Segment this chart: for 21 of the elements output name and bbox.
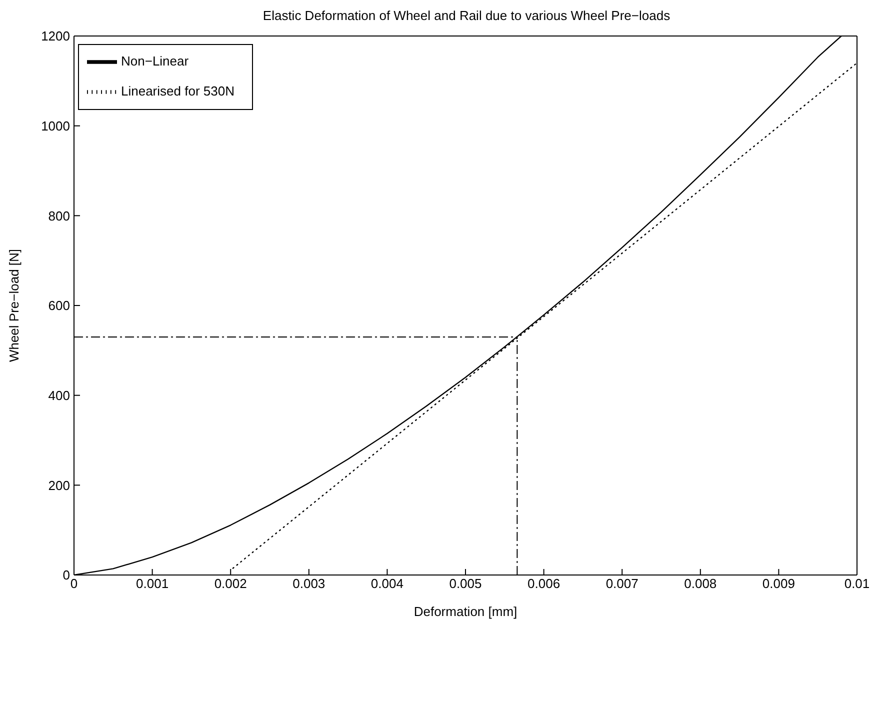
x-tick-label: 0.003 [292,576,326,592]
x-tick-label: 0.005 [449,576,482,592]
y-tick-label: 1000 [41,118,70,134]
x-tick-label: 0.002 [214,576,247,592]
y-tick-label: 600 [48,298,70,314]
y-tick-label: 800 [48,208,70,224]
x-tick-label: 0.006 [528,576,560,592]
x-axis-title: Deformation [mm] [414,604,518,619]
y-tick-label: 200 [48,478,70,493]
x-tick-label: 0.004 [370,576,404,592]
y-tick-label: 400 [48,388,70,403]
chart-title: Elastic Deformation of Wheel and Rail due to various Wheel Pre−loads [262,8,672,23]
x-tick-label: 0.009 [762,576,795,592]
y-tick-label: 1200 [41,28,70,44]
x-tick-label: 0.008 [684,576,717,592]
x-tick-label: 0.001 [136,576,169,592]
legend-label: Linearised for 530N [121,83,234,98]
y-axis-title: Wheel Pre−load [N] [6,248,22,362]
legend-label: Non−Linear [121,53,189,68]
x-tick-label: 0.01 [844,576,870,592]
x-tick-label: 0.007 [606,576,638,592]
